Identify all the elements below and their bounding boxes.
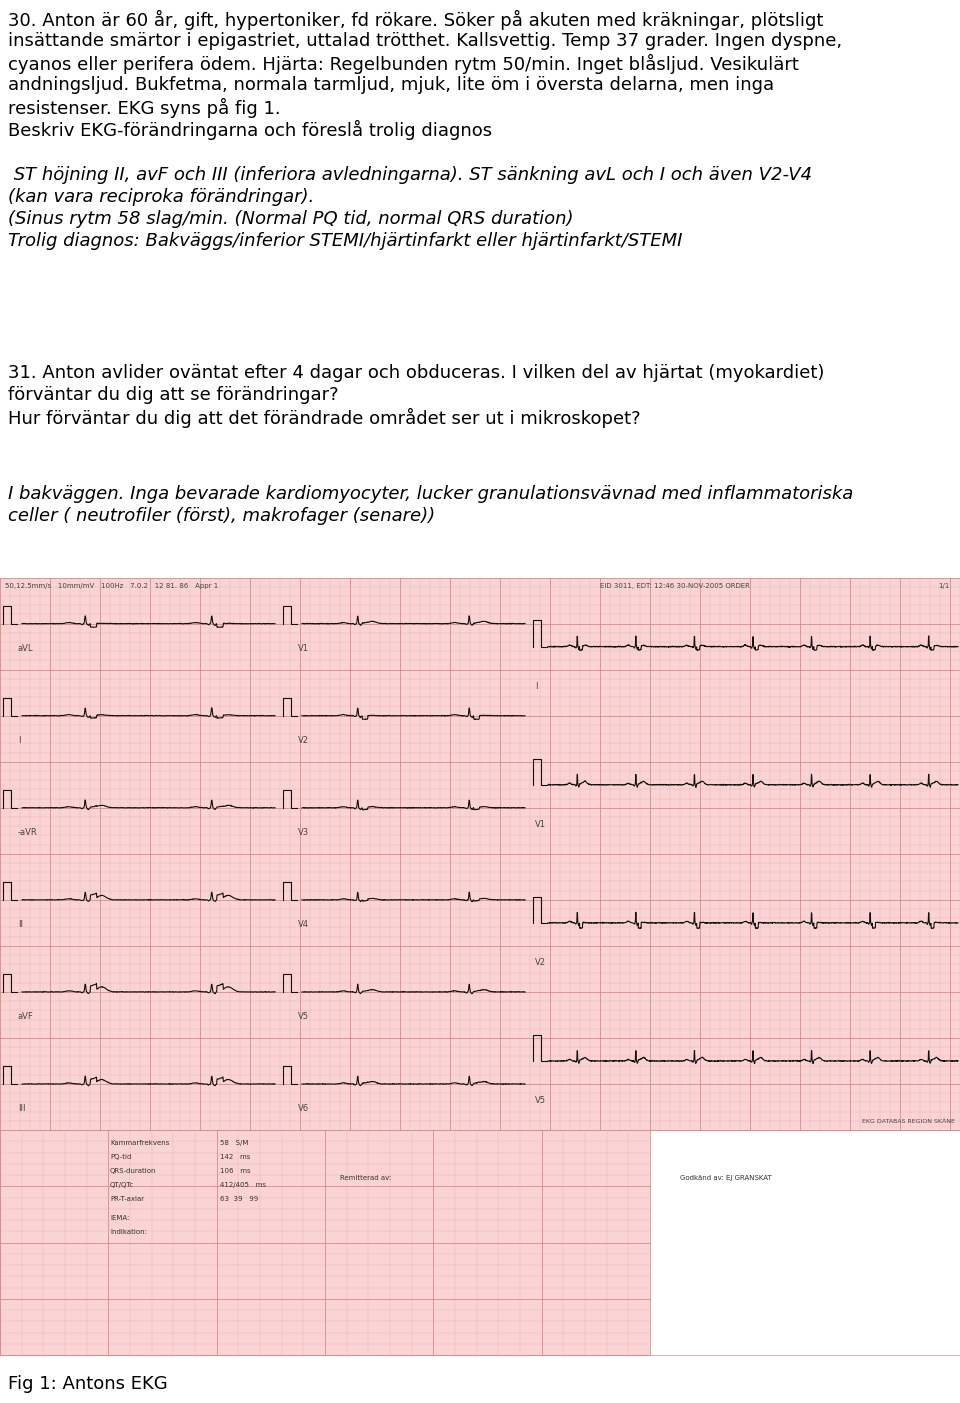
Text: Indikation:: Indikation: <box>110 1229 147 1235</box>
Text: 58   S/M: 58 S/M <box>220 1141 249 1146</box>
Text: Hur förväntar du dig att det förändrade området ser ut i mikroskopet?: Hur förväntar du dig att det förändrade … <box>8 408 640 428</box>
Text: II: II <box>18 920 23 929</box>
Text: aVF: aVF <box>18 1013 34 1021</box>
Text: insättande smärtor i epigastriet, uttalad trötthet. Kallsvettig. Temp 37 grader.: insättande smärtor i epigastriet, uttala… <box>8 32 842 51</box>
Text: 412/405   ms: 412/405 ms <box>220 1181 266 1188</box>
Text: förväntar du dig att se förändringar?: förväntar du dig att se förändringar? <box>8 386 339 404</box>
Text: V6: V6 <box>298 1104 309 1114</box>
Text: 142   ms: 142 ms <box>220 1155 251 1160</box>
Text: celler ( neutrofiler (först), makrofager (senare)): celler ( neutrofiler (först), makrofager… <box>8 508 435 525</box>
Text: cyanos eller perifera ödem. Hjärta: Regelbunden rytm 50/min. Inget blåsljud. Ves: cyanos eller perifera ödem. Hjärta: Rege… <box>8 53 799 74</box>
Text: I bakväggen. Inga bevarade kardiomyocyter, lucker granulationsvävnad med inflamm: I bakväggen. Inga bevarade kardiomyocyte… <box>8 485 853 504</box>
Text: 1/1: 1/1 <box>939 582 950 589</box>
Text: ST höjning II, avF och III (inferiora avledningarna). ST sänkning avL och I och : ST höjning II, avF och III (inferiora av… <box>8 166 812 184</box>
Text: V3: V3 <box>298 828 309 838</box>
Bar <box>650 1129 960 1355</box>
Text: V5: V5 <box>298 1013 309 1021</box>
Text: V2: V2 <box>298 737 309 745</box>
Text: 31. Anton avlider oväntat efter 4 dagar och obduceras. I vilken del av hjärtat (: 31. Anton avlider oväntat efter 4 dagar … <box>8 365 825 382</box>
Text: (Sinus rytm 58 slag/min. (Normal PQ tid, normal QRS duration): (Sinus rytm 58 slag/min. (Normal PQ tid,… <box>8 210 573 229</box>
Text: -aVR: -aVR <box>18 828 37 838</box>
Text: resistenser. EKG syns på fig 1.: resistenser. EKG syns på fig 1. <box>8 98 280 118</box>
Text: Remitterad av:: Remitterad av: <box>340 1174 392 1181</box>
Text: andningsljud. Bukfetma, normala tarmljud, mjuk, lite öm i översta delarna, men i: andningsljud. Bukfetma, normala tarmljud… <box>8 76 774 94</box>
Text: 30. Anton är 60 år, gift, hypertoniker, fd rökare. Söker på akuten med kräkninga: 30. Anton är 60 år, gift, hypertoniker, … <box>8 10 824 29</box>
Text: Godkänd av: EJ GRANSKAT: Godkänd av: EJ GRANSKAT <box>680 1174 772 1181</box>
Text: Kammarfrekvens: Kammarfrekvens <box>110 1141 169 1146</box>
Text: V1: V1 <box>535 819 546 829</box>
Text: V5: V5 <box>535 1096 546 1106</box>
Text: EKG DATABAS REGION SKÅNE: EKG DATABAS REGION SKÅNE <box>862 1120 955 1124</box>
Text: V1: V1 <box>298 644 309 652</box>
Text: PR-T-axlar: PR-T-axlar <box>110 1195 144 1202</box>
Text: QRS-duration: QRS-duration <box>110 1169 156 1174</box>
Text: PQ-tid: PQ-tid <box>110 1155 132 1160</box>
Text: (kan vara reciproka förändringar).: (kan vara reciproka förändringar). <box>8 188 314 206</box>
Text: EID 3011, EDT: 12:46 30-NOV-2005 ORDER: EID 3011, EDT: 12:46 30-NOV-2005 ORDER <box>600 582 750 589</box>
Text: aVL: aVL <box>18 644 34 652</box>
Text: I: I <box>535 682 538 690</box>
Text: V4: V4 <box>298 920 309 929</box>
Text: I: I <box>18 737 20 745</box>
Text: 106   ms: 106 ms <box>220 1169 251 1174</box>
Bar <box>0 1129 650 1355</box>
Text: IEMA:: IEMA: <box>110 1215 130 1221</box>
Text: QT/QTc: QT/QTc <box>110 1181 134 1188</box>
Text: III: III <box>18 1104 26 1114</box>
Text: Beskriv EKG-förändringarna och föreslå trolig diagnos: Beskriv EKG-förändringarna och föreslå t… <box>8 121 492 140</box>
Text: V2: V2 <box>535 958 546 967</box>
Bar <box>0 578 960 1129</box>
Text: Fig 1: Antons EKG: Fig 1: Antons EKG <box>8 1375 168 1393</box>
Text: 50,12.5mm/s   10mm/mV   100Hz   7.0.2   12 81. 86   Appr 1: 50,12.5mm/s 10mm/mV 100Hz 7.0.2 12 81. 8… <box>5 582 218 589</box>
Text: Trolig diagnos: Bakväggs/inferior STEMI/hjärtinfarkt eller hjärtinfarkt/STEMI: Trolig diagnos: Bakväggs/inferior STEMI/… <box>8 233 683 250</box>
Text: 63  39   99: 63 39 99 <box>220 1195 258 1202</box>
